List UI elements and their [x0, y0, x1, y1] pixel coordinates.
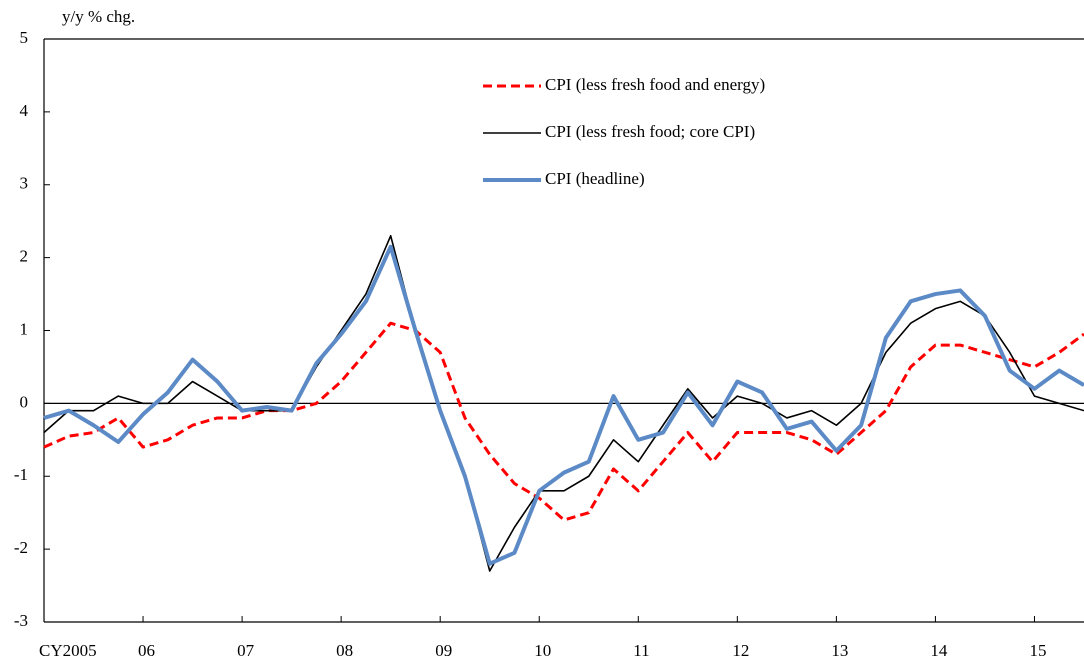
y-tick-label: -1	[14, 465, 28, 484]
x-tick-label: CY2005	[39, 641, 97, 660]
x-tick-label: 14	[930, 641, 948, 660]
x-tick-label: 13	[831, 641, 848, 660]
legend-label: CPI (less fresh food and energy)	[545, 75, 765, 94]
y-tick-label: 1	[20, 319, 29, 338]
y-tick-label: -2	[14, 538, 28, 557]
y-tick-label: 5	[20, 28, 29, 47]
x-tick-label: 06	[138, 641, 155, 660]
x-tick-label: 12	[732, 641, 749, 660]
x-tick-label: 15	[1029, 641, 1046, 660]
y-tick-label: 0	[20, 392, 29, 411]
x-tick-label: 09	[435, 641, 452, 660]
y-tick-label: -3	[14, 611, 28, 630]
x-tick-label: 11	[633, 641, 649, 660]
series-line	[43, 321, 1084, 522]
y-tick-label: 4	[20, 101, 29, 120]
x-tick-label: 10	[534, 641, 551, 660]
y-axis-title: y/y % chg.	[62, 7, 135, 26]
legend-label: CPI (headline)	[545, 169, 645, 188]
x-tick-label: 07	[237, 641, 255, 660]
y-tick-label: 2	[20, 247, 29, 266]
series-line	[43, 244, 1084, 566]
series-line	[43, 234, 1084, 572]
x-tick-label: 08	[336, 641, 353, 660]
y-tick-label: 3	[20, 174, 29, 193]
legend-label: CPI (less fresh food; core CPI)	[545, 122, 755, 141]
